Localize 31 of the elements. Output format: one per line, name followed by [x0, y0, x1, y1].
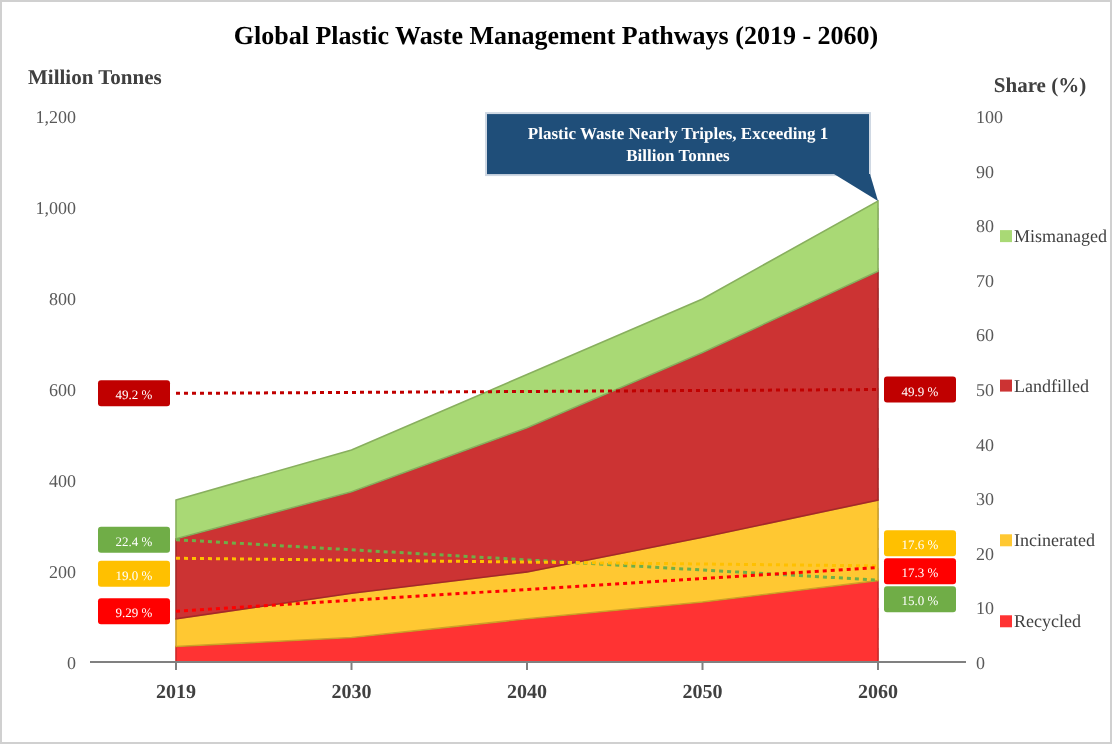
y2-tick-label: 100	[976, 107, 1004, 127]
y2-tick-label: 60	[976, 325, 995, 346]
y2-tick-label: 30	[976, 489, 995, 510]
y-tick-label: 800	[49, 289, 77, 309]
y-tick-label: 400	[49, 471, 77, 491]
y2-axis-title: Share (%)	[993, 76, 1088, 98]
y2-tick-label: 50	[976, 380, 995, 400]
annotation: Plastic Waste Nearly Triples, Exceeding 1 Billion Tonnes	[527, 123, 829, 166]
y-tick-label: 200	[49, 562, 77, 582]
chart-title: Global Plastic Waste Management Pathways (2019 - 2060)	[233, 20, 879, 50]
x-tick-label: 2060	[858, 682, 898, 704]
x-tick-label: 2019	[156, 682, 196, 704]
x-tick-label: 2040	[507, 682, 547, 704]
y-tick-label: 1,000	[35, 198, 77, 218]
x-tick-label: 2030	[331, 682, 372, 704]
y2-tick-label: 70	[976, 270, 995, 291]
y-tick-label: 600	[49, 380, 77, 400]
legend-label: Incinerated	[1014, 530, 1096, 551]
y-axis-title: Million Tonnes	[28, 68, 162, 90]
x-tick-label: 2050	[682, 682, 723, 704]
y2-tick-label: 40	[976, 434, 995, 455]
y2-tick-label: 90	[976, 161, 995, 182]
y2-tick-label: 80	[976, 216, 995, 237]
legend-label: Recycled	[1014, 611, 1082, 632]
y2-tick-label: 0	[976, 653, 986, 673]
y2-tick-label: 10	[976, 598, 995, 619]
legend-label: Landfilled	[1014, 375, 1090, 396]
y-tick-label: 1,200	[35, 107, 77, 127]
legend-label: Mismanaged	[1014, 226, 1108, 247]
y2-tick-label: 20	[976, 543, 995, 564]
y-tick-label: 0	[67, 653, 77, 673]
